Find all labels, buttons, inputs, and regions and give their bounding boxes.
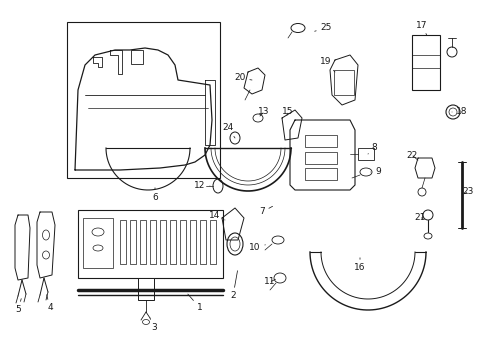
Text: 21: 21 [415, 213, 426, 222]
Bar [67, 22, 220, 178]
Bar [83, 218, 113, 268]
Text: 7: 7 [259, 206, 272, 216]
Text: 11: 11 [264, 278, 276, 287]
Text: 17: 17 [416, 21, 428, 36]
Text: 19: 19 [320, 58, 335, 72]
Bar [412, 35, 440, 90]
Text: 12: 12 [195, 181, 210, 190]
Bar [305, 152, 337, 164]
Text: 20: 20 [234, 73, 252, 82]
Text: 9: 9 [371, 167, 381, 176]
Text: 18: 18 [452, 108, 468, 117]
Bar [138, 278, 154, 300]
Text: 13: 13 [258, 108, 270, 117]
Bar [358, 148, 374, 160]
Text: 3: 3 [150, 318, 157, 333]
Bar [130, 220, 136, 264]
Text: 4: 4 [47, 295, 53, 312]
Text: 2: 2 [230, 271, 238, 301]
Text: 16: 16 [354, 258, 366, 273]
Text: 8: 8 [368, 144, 377, 154]
Text: 15: 15 [282, 108, 294, 117]
Text: 23: 23 [462, 188, 474, 197]
Text: 22: 22 [406, 150, 418, 160]
Bar [140, 220, 146, 264]
Bar [170, 220, 176, 264]
Text: 1: 1 [188, 294, 203, 312]
Bar [200, 220, 206, 264]
Bar [131, 50, 143, 64]
Text: 14: 14 [209, 211, 225, 220]
Bar [210, 220, 216, 264]
Text: 25: 25 [315, 23, 332, 32]
Bar [160, 220, 166, 264]
Bar [180, 220, 186, 264]
Bar [120, 220, 126, 264]
Bar [305, 168, 337, 180]
Bar [190, 220, 196, 264]
Bar [78, 210, 223, 278]
Bar [150, 220, 156, 264]
Text: 6: 6 [152, 188, 158, 202]
Text: 5: 5 [15, 299, 21, 315]
Bar [334, 70, 354, 95]
Text: 10: 10 [249, 243, 266, 252]
Text: 24: 24 [222, 123, 235, 138]
Bar [305, 135, 337, 147]
